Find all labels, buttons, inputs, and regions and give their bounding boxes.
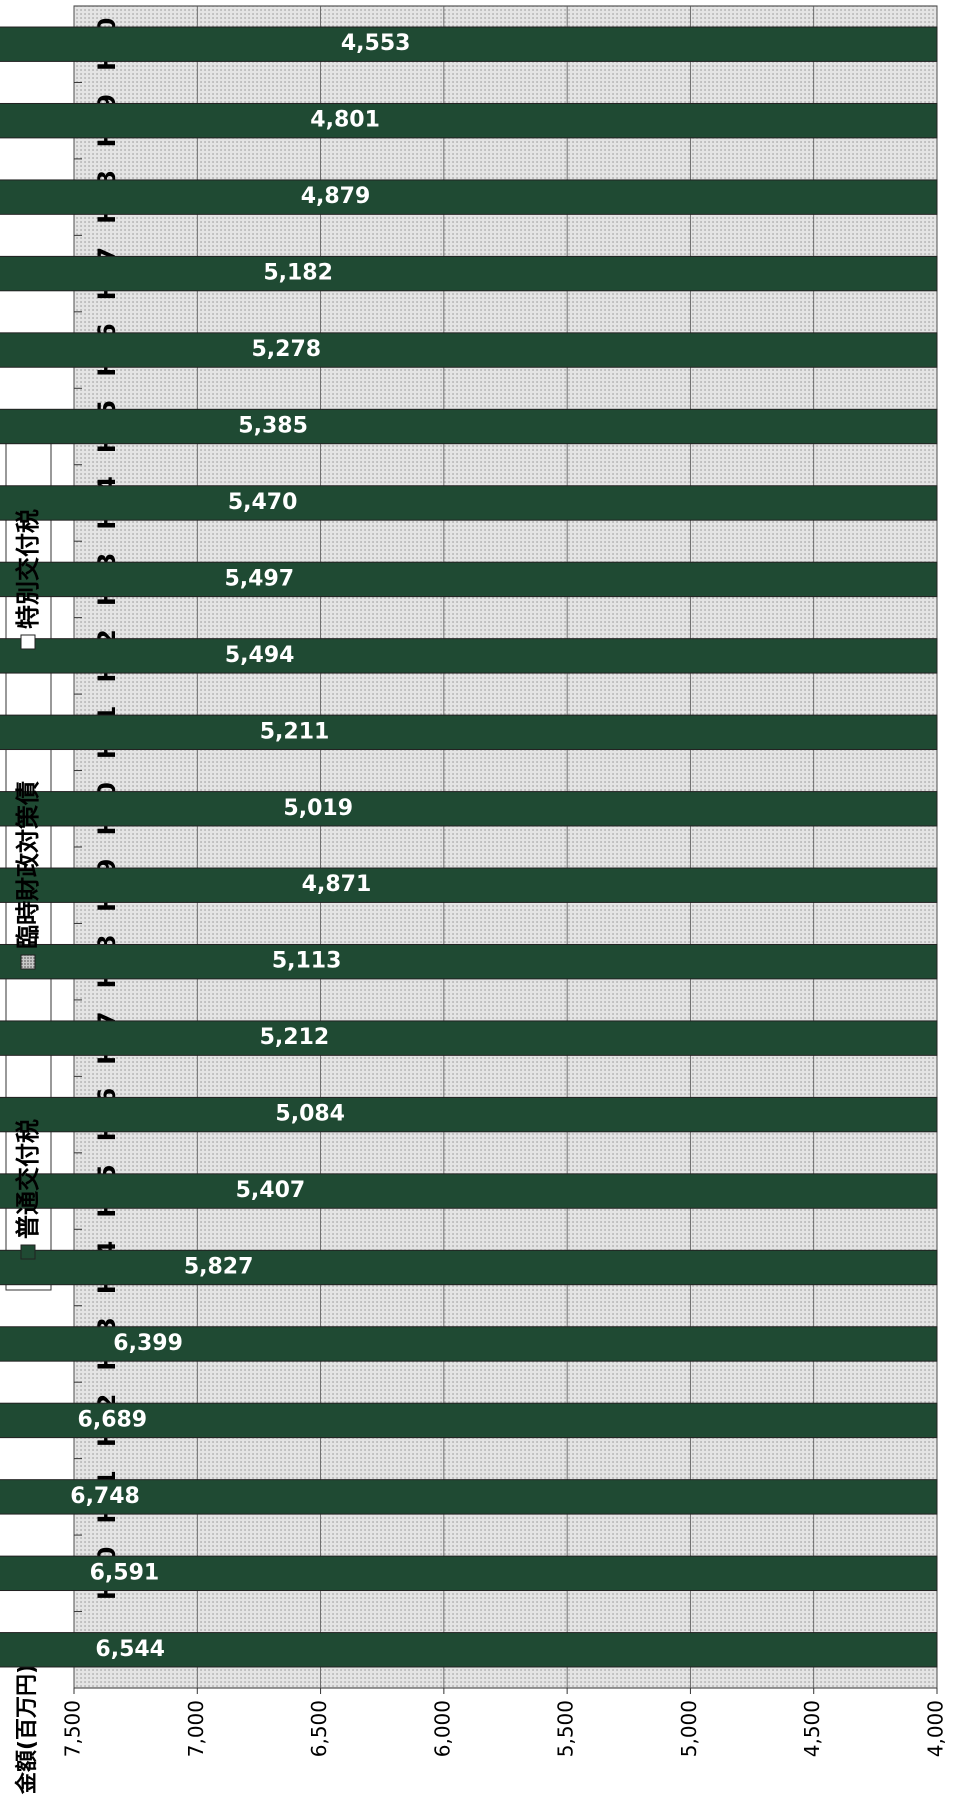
data-label: 5,497 — [225, 566, 295, 591]
data-label: 5,084 — [275, 1102, 345, 1127]
data-label: 6,399 — [113, 1331, 183, 1356]
bar-segment — [0, 1173, 938, 1209]
bar-segment — [0, 1402, 938, 1439]
data-label: 6,689 — [78, 1407, 148, 1432]
y-tick-label: 5,000 — [677, 1700, 701, 1757]
data-label: 5,182 — [263, 261, 333, 286]
y-tick-label: 4,500 — [800, 1700, 824, 1757]
bar-segment — [0, 638, 938, 674]
axis-title: 金額(百万円) — [14, 1664, 40, 1795]
y-tick-label: 6,000 — [430, 1700, 454, 1757]
bar-segment — [0, 102, 938, 139]
bar-segment — [0, 26, 938, 62]
bar-segment — [0, 791, 938, 827]
legend-swatch — [20, 634, 36, 650]
legend-swatch — [20, 954, 36, 970]
bar-segment — [0, 408, 938, 445]
legend-label: 特別交付税 — [14, 509, 42, 629]
data-label: 5,827 — [184, 1255, 254, 1280]
bar-segment — [0, 1479, 938, 1515]
data-label: 5,470 — [228, 490, 298, 515]
legend-label: 臨時財政対策債 — [14, 781, 42, 949]
bar-segment — [0, 1096, 938, 1133]
y-tick-label: 5,500 — [554, 1700, 578, 1757]
bar-segment — [0, 179, 938, 215]
data-label: 5,113 — [272, 949, 342, 974]
bar-segment — [0, 255, 938, 292]
bar-segment — [0, 714, 938, 751]
bar-segment — [0, 1020, 938, 1056]
bar-segment — [0, 1326, 938, 1362]
data-label: 6,748 — [70, 1484, 140, 1509]
data-label: 5,211 — [260, 719, 330, 744]
y-tick-label: 7,500 — [61, 1700, 85, 1757]
data-label: 4,871 — [302, 872, 372, 897]
data-label: 5,385 — [238, 414, 308, 439]
y-tick-label: 7,000 — [184, 1700, 208, 1757]
data-label: 5,019 — [283, 796, 353, 821]
data-label: 5,494 — [225, 643, 295, 668]
legend-label: 普通交付税 — [14, 1119, 42, 1239]
data-label: 5,407 — [236, 1178, 306, 1203]
data-label: 6,591 — [90, 1560, 160, 1585]
bar-segment — [0, 1555, 938, 1592]
y-tick-label: 6,500 — [307, 1700, 331, 1757]
data-label: 6,544 — [95, 1637, 165, 1662]
bar-segment — [0, 1249, 938, 1286]
bar-segment — [0, 332, 938, 368]
bar-segment — [0, 485, 938, 521]
bar-segment — [0, 1632, 938, 1668]
bar-segment — [0, 943, 938, 980]
bar-segment — [0, 867, 938, 903]
chart-body: 金額(百万円) 4,000 4,500 5,000 5,500 6,000 6,500 7,… — [0, 5, 948, 1795]
bar-segment — [0, 561, 938, 598]
y-tick-label: 4,000 — [924, 1700, 948, 1757]
data-label: 5,278 — [252, 337, 322, 362]
data-label: 4,801 — [310, 108, 380, 133]
data-label: 4,879 — [301, 184, 371, 209]
legend-swatch — [20, 1244, 36, 1260]
data-label: 4,553 — [341, 31, 411, 56]
data-label: 5,212 — [260, 1025, 330, 1050]
